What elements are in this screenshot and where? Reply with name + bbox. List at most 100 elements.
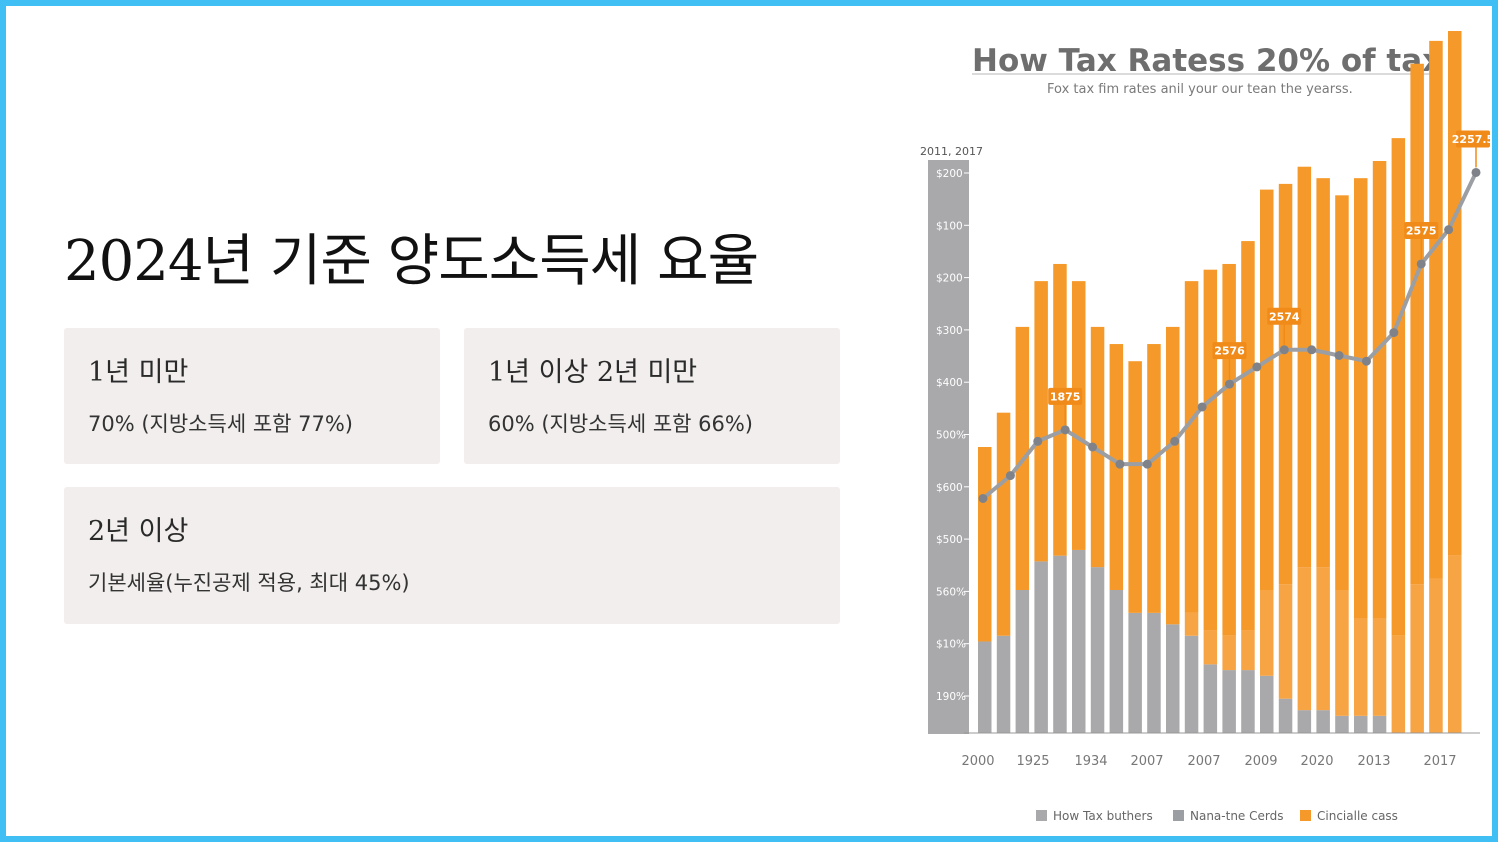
- bar-segment: [1354, 618, 1368, 716]
- bar-segment: [1034, 561, 1048, 733]
- bar-segment: [1166, 326, 1180, 625]
- card-body: 기본세율(누진공제 적용, 최대 45%): [88, 571, 410, 595]
- bar-segment: [1147, 612, 1161, 733]
- trend-point: [1005, 471, 1015, 481]
- bar-segment: [1297, 567, 1312, 711]
- x-tick-label: 2017: [1423, 754, 1456, 769]
- chart-subtitle: Fox tax fim rates anil your our tean the…: [1047, 82, 1353, 97]
- trend-point: [978, 493, 988, 503]
- y-tick-label: $400: [936, 377, 963, 389]
- callout-label: 2576: [1214, 345, 1245, 358]
- bar-segment: [1335, 195, 1349, 590]
- trend-point: [1416, 259, 1426, 269]
- bar-segment: [978, 447, 992, 642]
- x-tick-label: 2013: [1357, 754, 1390, 769]
- trend-point: [1088, 442, 1098, 452]
- trend-point: [1115, 459, 1125, 469]
- trend-point: [1170, 436, 1180, 446]
- trend-point: [1307, 345, 1317, 355]
- bar-segment: [1448, 555, 1462, 733]
- card-body: 60% (지방소득세 포함 66%): [488, 412, 754, 436]
- bar-segment: [1335, 715, 1349, 733]
- y-axis-band: [928, 160, 969, 734]
- callout-label: 1875: [1050, 390, 1081, 403]
- card-body: 70% (지방소득세 포함 77%): [88, 412, 354, 436]
- bar-segment: [1203, 630, 1218, 665]
- legend-label: Cincialle cass: [1317, 809, 1398, 823]
- y-tick-label: $200: [936, 168, 963, 180]
- bar-segment: [1316, 710, 1330, 733]
- callout-label: 2257.5: [1452, 133, 1492, 146]
- legend-swatch: [1036, 810, 1047, 821]
- bar-segment: [1241, 670, 1255, 733]
- callout-box: [1456, 130, 1490, 148]
- x-tick-label: 2020: [1300, 754, 1333, 769]
- trend-point: [1444, 225, 1454, 235]
- callout-box: [1048, 387, 1083, 405]
- y-tick-label: $100: [936, 220, 963, 232]
- trend-point: [1060, 425, 1070, 435]
- bar-segment: [1128, 612, 1142, 733]
- legend-label: Nana-tne Cerds: [1190, 809, 1283, 823]
- bar-segment: [1354, 715, 1368, 733]
- bar-segment: [1241, 630, 1255, 671]
- bar-segment: [1109, 590, 1124, 733]
- bar-segment: [1072, 281, 1086, 550]
- bar-segment: [1260, 189, 1274, 590]
- bar-segment: [1278, 183, 1293, 585]
- bar-segment: [1015, 590, 1030, 733]
- y-tick-label: $300: [936, 325, 963, 337]
- bar-segment: [1410, 63, 1424, 585]
- x-tick-label: 1925: [1016, 754, 1049, 769]
- x-tick-label: 2009: [1244, 754, 1277, 769]
- bar-segment: [1222, 635, 1236, 671]
- bar-segment: [1410, 584, 1424, 733]
- trend-point: [1471, 167, 1481, 177]
- bar-segment: [1316, 567, 1330, 711]
- bar-segment: [1297, 166, 1312, 568]
- bar-segment: [1053, 555, 1067, 733]
- bar-segment: [1203, 664, 1218, 733]
- card-heading: 2년 이상: [88, 516, 189, 547]
- y-tick-label: $600: [936, 482, 963, 494]
- callout-label: 2574: [1269, 310, 1300, 323]
- bar-segment: [1429, 578, 1443, 733]
- bar-segment: [1260, 590, 1274, 676]
- x-tick-label: 2007: [1130, 754, 1163, 769]
- bar-segment: [1372, 618, 1387, 716]
- trend-point: [1389, 328, 1399, 338]
- y-tick-label: 0: [936, 743, 943, 755]
- bar-segment: [1034, 281, 1048, 562]
- bar-segment: [1278, 698, 1293, 733]
- y-tick-label: 560%: [936, 586, 966, 598]
- bar-segment: [1335, 590, 1349, 716]
- trend-point: [1225, 379, 1234, 389]
- bar-segment: [1072, 549, 1086, 733]
- bar-segment: [996, 635, 1011, 733]
- bar-segment: [1090, 326, 1105, 568]
- bar-segment: [1429, 40, 1443, 579]
- bar-segment: [1128, 361, 1142, 613]
- bar-segment: [1184, 635, 1199, 733]
- x-tick-label: 2007: [1187, 754, 1220, 769]
- bar-segment: [1203, 269, 1218, 631]
- y-tick-label: 190%: [936, 691, 966, 703]
- bar-segment: [996, 412, 1011, 636]
- rate-card-under-1-year: 1년 미만 70% (지방소득세 포함 77%): [64, 328, 440, 464]
- bar-segment: [1297, 710, 1312, 733]
- callout-box: [1212, 342, 1247, 360]
- bar-segment: [1109, 344, 1124, 590]
- trend-point: [1279, 345, 1289, 355]
- legend-label: How Tax buthers: [1053, 809, 1153, 823]
- y-tick-label: $200: [936, 273, 963, 285]
- bar-segment: [1391, 635, 1406, 733]
- trend-point: [1142, 459, 1152, 469]
- bar-segment: [1053, 263, 1067, 556]
- trend-point: [1361, 356, 1371, 366]
- x-tick-label: 2000: [961, 754, 994, 769]
- callout-box: [1404, 221, 1439, 239]
- bar-segment: [1372, 161, 1387, 619]
- bar-segment: [1278, 584, 1293, 699]
- slide-frame: 2024년 기준 양도소득세 요율 1년 미만 70% (지방소득세 포함 77…: [6, 6, 1492, 836]
- bar-segment: [1391, 138, 1406, 636]
